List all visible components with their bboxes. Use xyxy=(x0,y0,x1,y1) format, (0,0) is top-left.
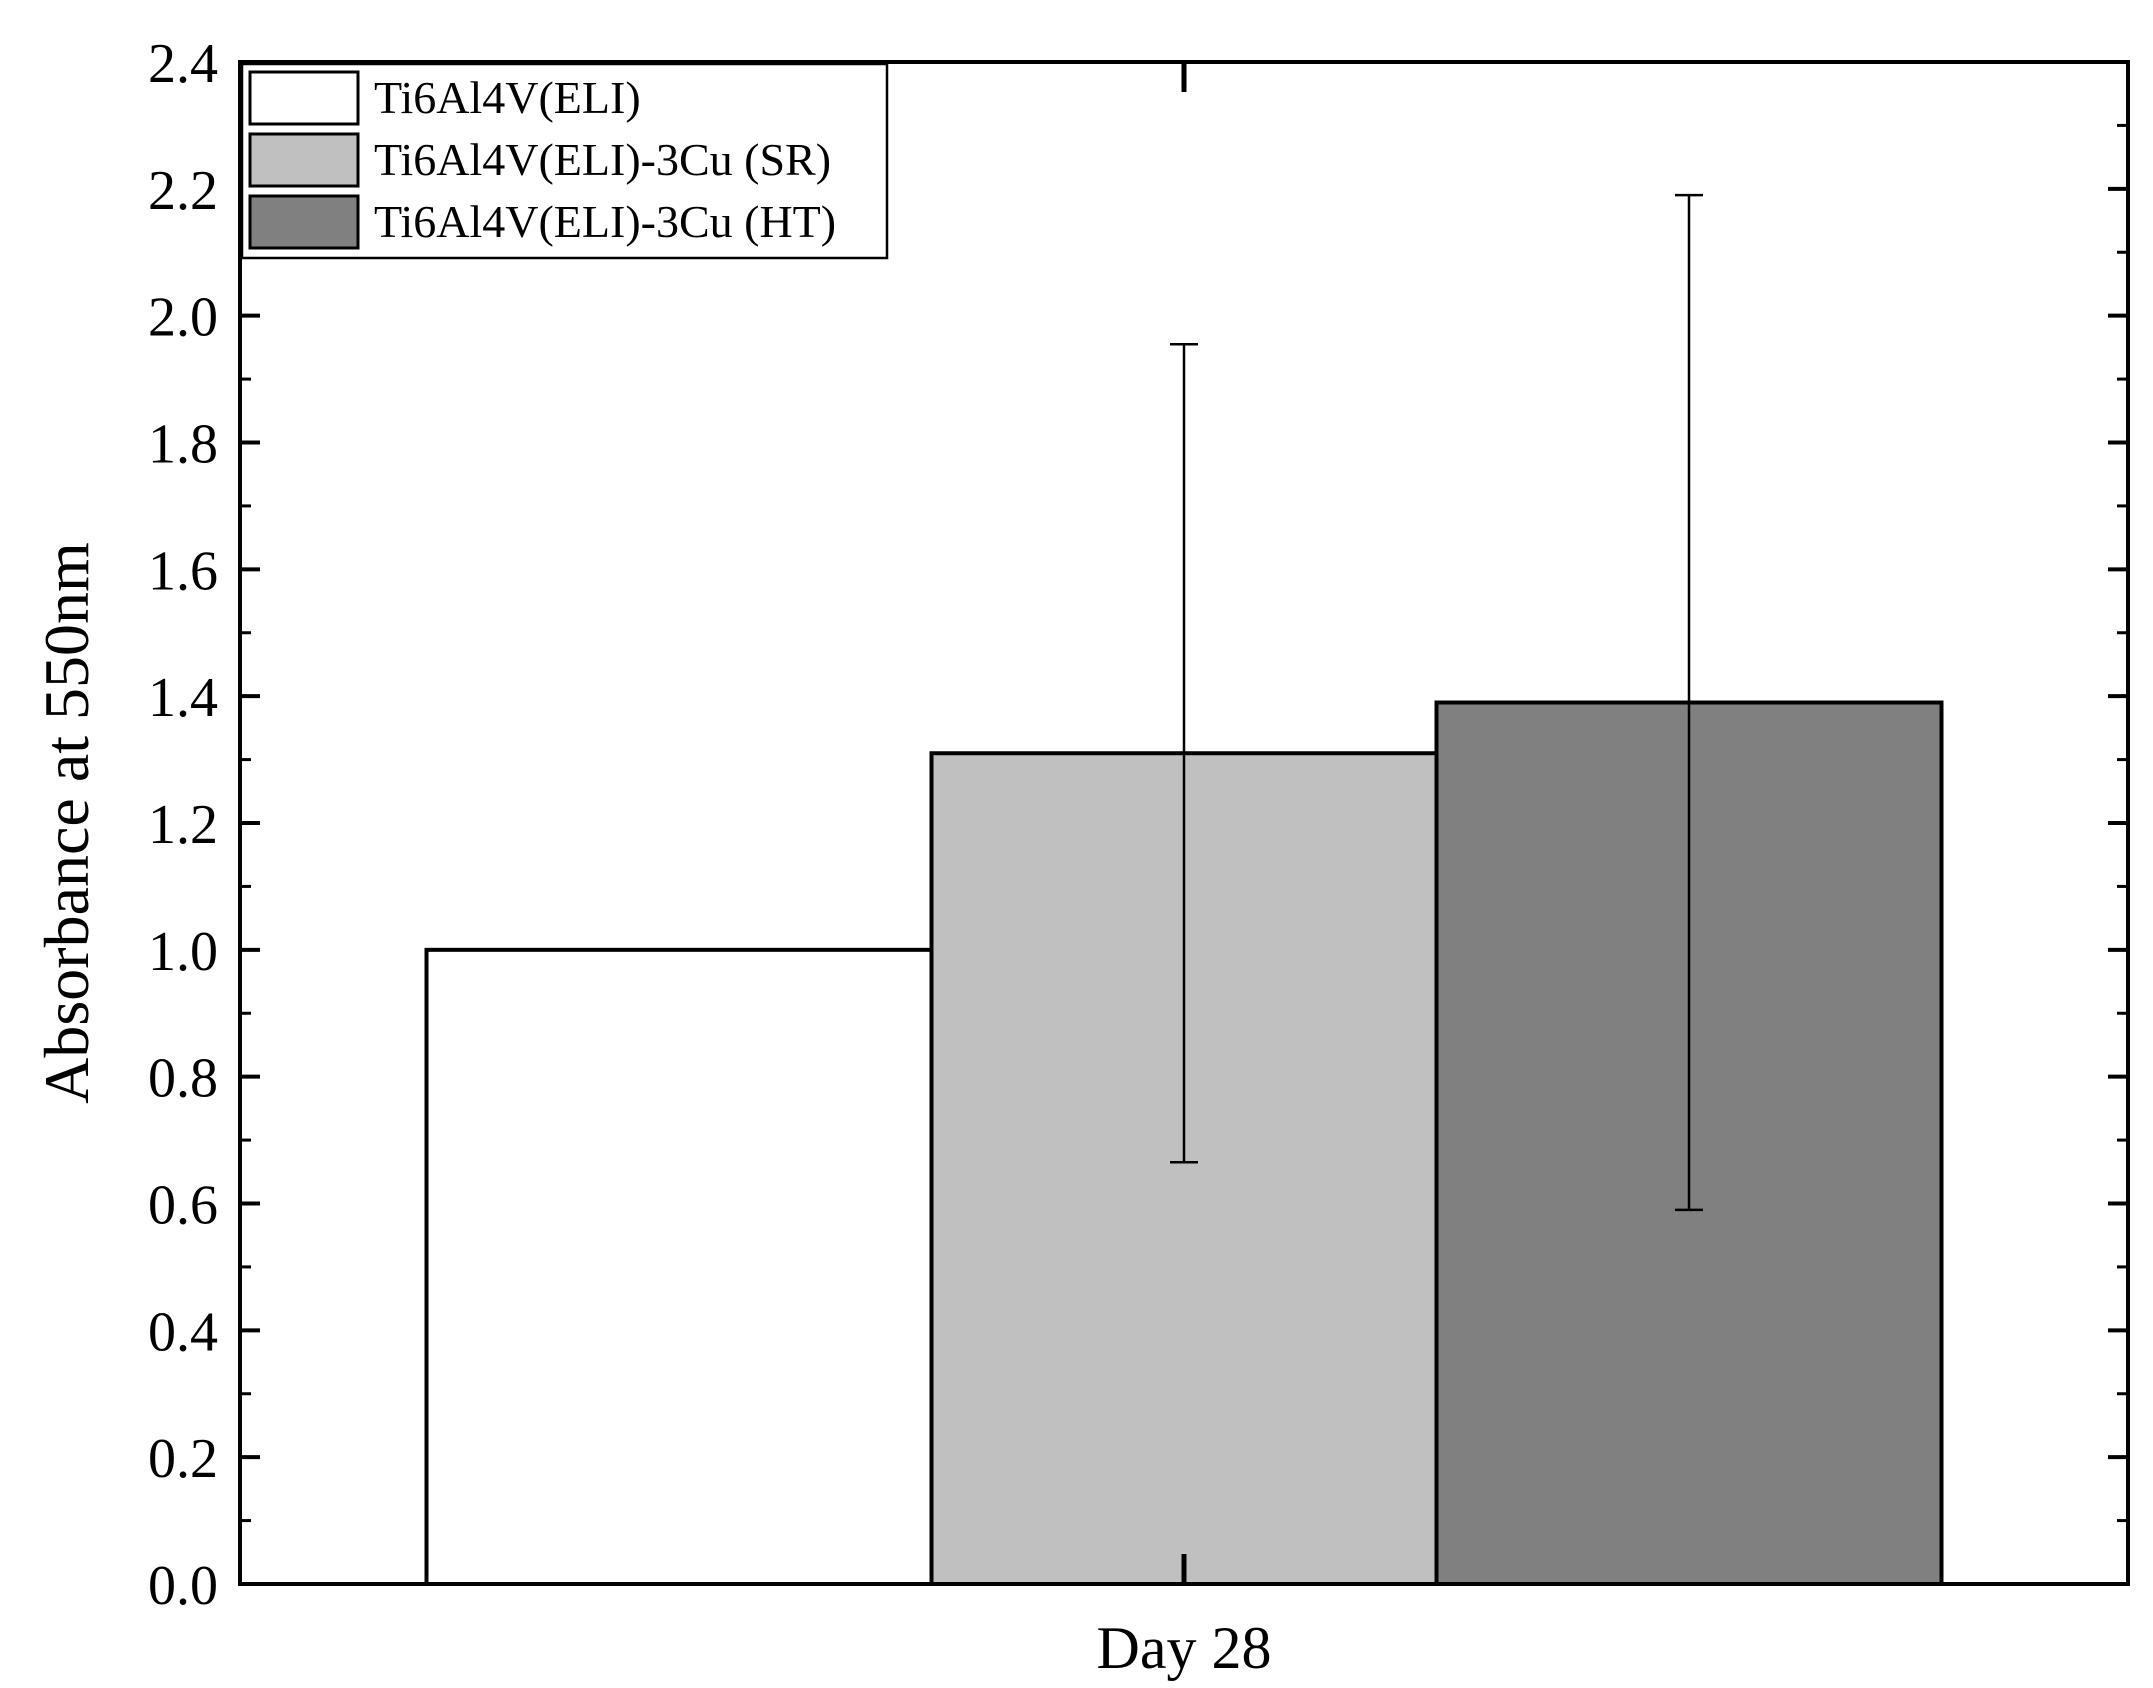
legend: Ti6Al4V(ELI) Ti6Al4V(ELI)-3Cu (SR) Ti6Al4V… xyxy=(240,62,889,260)
y-tick-label: 0.6 xyxy=(148,1175,218,1237)
legend-swatch-3 xyxy=(248,194,360,250)
y-tick-label: 1.0 xyxy=(148,921,218,983)
y-tick-label: 1.2 xyxy=(148,794,218,856)
x-tick-labels: Day 28 xyxy=(1097,1615,1272,1681)
y-tick-label: 1.6 xyxy=(148,540,218,602)
legend-swatch-2 xyxy=(248,132,360,188)
y-tick-label: 2.2 xyxy=(148,160,218,222)
y-tick-label: 1.4 xyxy=(148,667,218,729)
legend-label-3: Ti6Al4V(ELI)-3Cu (HT) xyxy=(374,196,836,247)
legend-label-1: Ti6Al4V(ELI) xyxy=(374,72,641,123)
axis-ticks xyxy=(240,60,2128,1586)
y-tick-label: 1.8 xyxy=(148,414,218,476)
legend-swatch-1 xyxy=(248,70,360,126)
y-tick-label: 0.4 xyxy=(148,1301,218,1363)
y-tick-label: 2.0 xyxy=(148,287,218,349)
x-tick-label: Day 28 xyxy=(1097,1615,1272,1681)
y-tick-labels: 0.0 0.2 0.4 0.6 0.8 1.0 1.2 1.4 1.6 1.8 2.0 2.2 2.4 xyxy=(148,33,218,1617)
y-axis-label: Absorbance at 550nm xyxy=(31,542,102,1104)
bar-1 xyxy=(424,947,934,1586)
error-bars-layer xyxy=(1170,193,1703,1212)
y-tick-label: 0.0 xyxy=(148,1555,218,1617)
y-tick-label: 0.2 xyxy=(148,1428,218,1490)
legend-label-2: Ti6Al4V(ELI)-3Cu (SR) xyxy=(374,134,831,185)
y-tick-label: 2.4 xyxy=(148,33,218,95)
y-tick-label: 0.8 xyxy=(148,1048,218,1110)
